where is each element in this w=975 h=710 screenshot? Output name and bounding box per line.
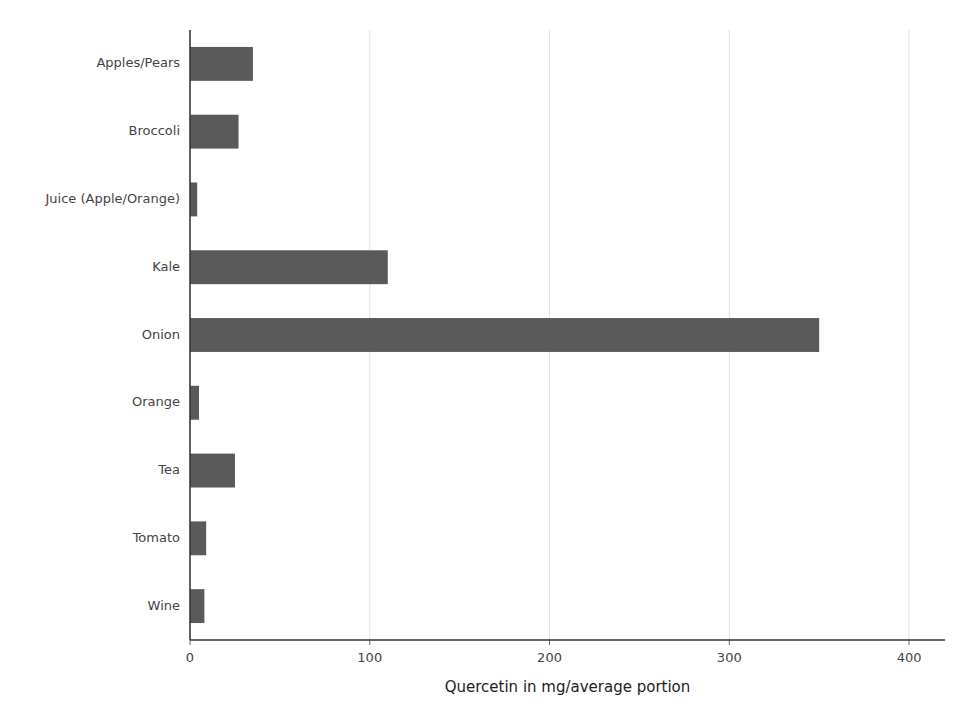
- y-tick-label: Kale: [152, 259, 180, 274]
- bar: [190, 318, 819, 352]
- bar: [190, 115, 239, 149]
- bars: [190, 47, 819, 623]
- x-tick-label: 300: [717, 650, 742, 665]
- bar: [190, 183, 197, 217]
- x-tick-label: 400: [897, 650, 922, 665]
- bar: [190, 47, 253, 81]
- bar: [190, 589, 204, 623]
- y-tick-label: Onion: [142, 327, 180, 342]
- chart-container: 0 100 200 300 400 Apples/Pears Broccoli Juice (…: [0, 0, 975, 710]
- x-tick-label: 200: [537, 650, 562, 665]
- y-axis: Apples/Pears Broccoli Juice (Apple/Orange)…: [44, 30, 190, 640]
- y-tick-label: Orange: [132, 394, 180, 409]
- y-tick-label: Tea: [157, 462, 180, 477]
- y-tick-label: Apples/Pears: [96, 55, 180, 70]
- bar: [190, 250, 388, 284]
- x-axis-line: [190, 639, 945, 641]
- y-tick-label: Juice (Apple/Orange): [44, 191, 180, 206]
- x-tick-label: 100: [357, 650, 382, 665]
- bar: [190, 521, 206, 555]
- x-tick-label: 0: [186, 650, 194, 665]
- y-tick-label: Broccoli: [129, 123, 180, 138]
- y-axis-line: [189, 30, 191, 640]
- grid-line: [190, 30, 191, 640]
- bar: [190, 386, 199, 420]
- bar: [190, 454, 235, 488]
- y-tick-label: Wine: [148, 598, 180, 613]
- y-tick-label: Tomato: [132, 530, 180, 545]
- grid-line: [909, 30, 910, 640]
- x-axis: 0 100 200 300 400: [186, 640, 945, 665]
- grid: [190, 30, 909, 640]
- chart: 0 100 200 300 400 Apples/Pears Broccoli Juice (…: [0, 0, 975, 710]
- x-axis-label: Quercetin in mg/average portion: [445, 678, 691, 696]
